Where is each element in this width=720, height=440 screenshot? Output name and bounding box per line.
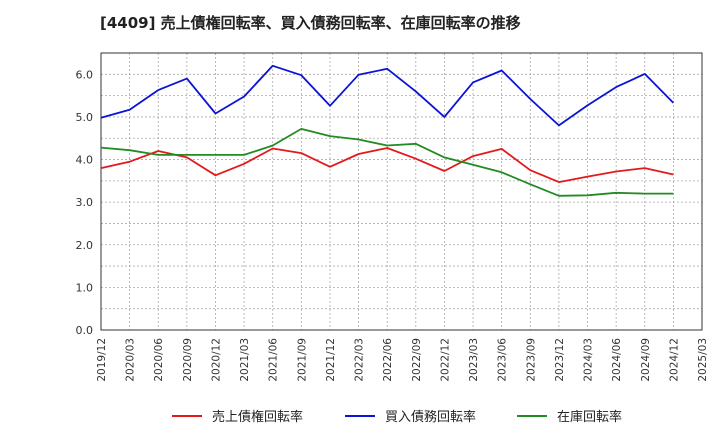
y-tick-label: 2.0 xyxy=(76,239,94,252)
x-tick-label: 2022/03 xyxy=(354,338,366,382)
x-tick-label: 2024/12 xyxy=(668,338,680,382)
chart-title: [4409] 売上債権回転率、買入債務回転率、在庫回転率の推移 xyxy=(100,14,521,32)
x-tick-label: 2024/06 xyxy=(611,338,623,382)
legend-label: 売上債権回転率 xyxy=(212,409,303,425)
x-tick-label: 2024/09 xyxy=(640,338,652,382)
plot-frame xyxy=(100,52,703,331)
legend: 売上債権回転率 買入債務回転率 在庫回転率 xyxy=(172,409,622,425)
x-tick-label: 2023/06 xyxy=(497,338,509,382)
x-tick-label: 2020/09 xyxy=(182,338,194,382)
x-tick-label: 2023/12 xyxy=(554,338,566,382)
x-tick-label: 2021/03 xyxy=(239,338,251,382)
x-tick-label: 2020/03 xyxy=(125,338,137,382)
series-line xyxy=(100,127,674,197)
y-tick-label: 5.0 xyxy=(76,111,94,124)
series-layer xyxy=(100,64,675,197)
series-line xyxy=(100,147,674,184)
plot-area xyxy=(101,53,702,330)
x-tick-label: 2024/03 xyxy=(583,338,595,382)
x-tick-label: 2022/09 xyxy=(411,338,423,382)
x-tick-label: 2020/06 xyxy=(153,338,165,382)
y-tick-label: 6.0 xyxy=(76,68,94,81)
axis-layer: 0.0 1.0 2.0 3.0 4.0 5.0 6.0 2019/12 2020/03 2020/… xyxy=(76,52,709,382)
x-tick-label: 2025/03 xyxy=(697,338,709,382)
legend-label: 買入債務回転率 xyxy=(385,409,476,425)
y-tick-label: 3.0 xyxy=(76,196,94,209)
x-tick-label: 2022/12 xyxy=(439,338,451,382)
x-tick-label: 2022/06 xyxy=(382,338,394,382)
x-tick-label: 2020/12 xyxy=(210,338,222,382)
legend-label: 在庫回転率 xyxy=(557,409,622,425)
series-line xyxy=(100,64,675,127)
x-tick-label: 2023/09 xyxy=(525,338,537,382)
x-tick-label: 2021/06 xyxy=(268,338,280,382)
y-tick-label: 4.0 xyxy=(76,154,94,167)
y-tick-label: 0.0 xyxy=(76,324,94,337)
y-tick-label: 1.0 xyxy=(76,281,94,294)
x-tick-label: 2023/03 xyxy=(468,338,480,382)
x-tick-label: 2019/12 xyxy=(96,338,108,382)
x-tick-label: 2021/12 xyxy=(325,338,337,382)
x-tick-label: 2021/09 xyxy=(296,338,308,382)
